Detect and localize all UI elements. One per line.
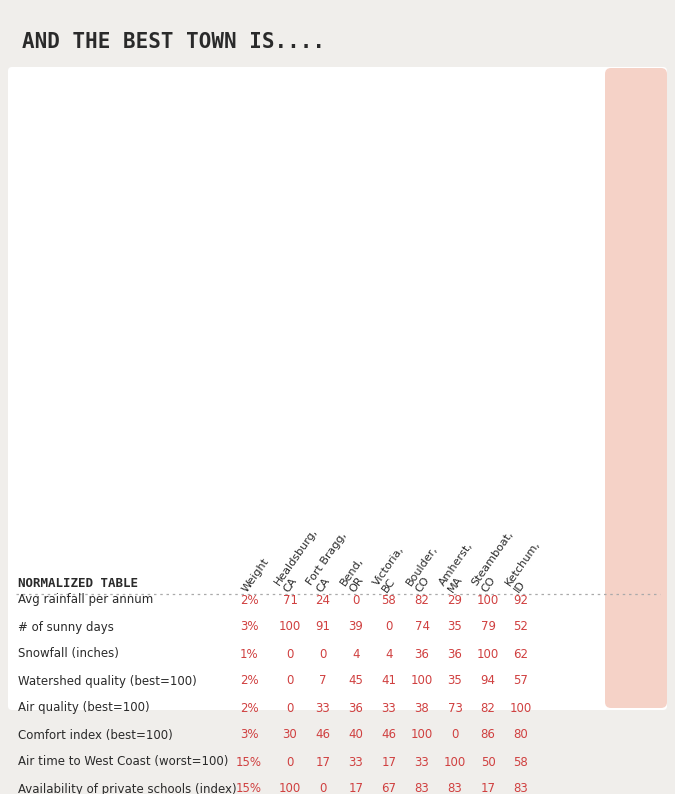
Text: 86: 86 — [481, 729, 495, 742]
Text: 0: 0 — [352, 593, 360, 607]
Text: 91: 91 — [315, 620, 331, 634]
Text: Avg rainfall per annum: Avg rainfall per annum — [18, 593, 153, 607]
Text: Watershed quality (best=100): Watershed quality (best=100) — [18, 674, 196, 688]
Text: NORMALIZED TABLE: NORMALIZED TABLE — [18, 577, 138, 590]
Text: 83: 83 — [414, 783, 429, 794]
Text: Fort Bragg,
CA: Fort Bragg, CA — [305, 530, 358, 594]
Text: 24: 24 — [315, 593, 331, 607]
Text: 36: 36 — [448, 647, 462, 661]
Text: 15%: 15% — [236, 756, 262, 769]
Text: 73: 73 — [448, 702, 462, 715]
Text: 36: 36 — [348, 702, 363, 715]
FancyBboxPatch shape — [8, 67, 667, 710]
Text: AND THE BEST TOWN IS....: AND THE BEST TOWN IS.... — [22, 32, 325, 52]
Text: 4: 4 — [352, 647, 360, 661]
Text: 0: 0 — [286, 674, 294, 688]
Text: 33: 33 — [348, 756, 363, 769]
Text: 100: 100 — [510, 702, 532, 715]
Text: 92: 92 — [514, 593, 529, 607]
Text: 0: 0 — [452, 729, 459, 742]
Text: 17: 17 — [348, 783, 364, 794]
Text: 57: 57 — [514, 674, 529, 688]
Text: 38: 38 — [414, 702, 429, 715]
Text: 41: 41 — [381, 674, 396, 688]
Text: 17: 17 — [315, 756, 331, 769]
Text: Healdsburg,
CA: Healdsburg, CA — [272, 526, 329, 594]
Text: 58: 58 — [514, 756, 529, 769]
Text: # of sunny days: # of sunny days — [18, 620, 114, 634]
Text: Comfort index (best=100): Comfort index (best=100) — [18, 729, 173, 742]
Text: 35: 35 — [448, 674, 462, 688]
Text: 33: 33 — [316, 702, 330, 715]
Text: 82: 82 — [414, 593, 429, 607]
Text: Snowfall (inches): Snowfall (inches) — [18, 647, 119, 661]
Text: 71: 71 — [283, 593, 298, 607]
Text: 100: 100 — [279, 620, 301, 634]
Text: 0: 0 — [385, 620, 393, 634]
Text: Boulder,
CO: Boulder, CO — [404, 543, 449, 594]
Text: 3%: 3% — [240, 620, 259, 634]
Text: 83: 83 — [448, 783, 462, 794]
Text: 4: 4 — [385, 647, 393, 661]
Text: Weight: Weight — [241, 557, 271, 594]
Text: 17: 17 — [381, 756, 396, 769]
Text: 7: 7 — [319, 674, 327, 688]
Text: 0: 0 — [319, 783, 327, 794]
Text: 100: 100 — [444, 756, 466, 769]
Text: 1%: 1% — [240, 647, 259, 661]
Text: 100: 100 — [279, 783, 301, 794]
Text: 0: 0 — [286, 702, 294, 715]
Text: 100: 100 — [477, 593, 499, 607]
Text: 79: 79 — [481, 620, 495, 634]
FancyBboxPatch shape — [605, 68, 667, 708]
Text: Availability of private schools (index): Availability of private schools (index) — [18, 783, 237, 794]
Text: 100: 100 — [411, 674, 433, 688]
Text: Victoria,
BC: Victoria, BC — [371, 544, 415, 594]
Text: 35: 35 — [448, 620, 462, 634]
Text: 58: 58 — [381, 593, 396, 607]
Text: 94: 94 — [481, 674, 495, 688]
Text: 0: 0 — [286, 647, 294, 661]
Text: 40: 40 — [348, 729, 363, 742]
Text: 52: 52 — [514, 620, 529, 634]
Text: 2%: 2% — [240, 593, 259, 607]
Text: 74: 74 — [414, 620, 429, 634]
Text: 83: 83 — [514, 783, 529, 794]
Text: 82: 82 — [481, 702, 495, 715]
Text: 45: 45 — [348, 674, 363, 688]
Text: 100: 100 — [411, 729, 433, 742]
Text: Steamboat,
CO: Steamboat, CO — [470, 529, 525, 594]
Text: 2%: 2% — [240, 702, 259, 715]
Text: 15%: 15% — [236, 783, 262, 794]
Text: Air time to West Coast (worst=100): Air time to West Coast (worst=100) — [18, 756, 228, 769]
Text: 29: 29 — [448, 593, 462, 607]
Text: 50: 50 — [481, 756, 495, 769]
Text: 2%: 2% — [240, 674, 259, 688]
Text: 67: 67 — [381, 783, 396, 794]
Text: Ketchum,
ID: Ketchum, ID — [504, 538, 551, 594]
Text: 80: 80 — [514, 729, 529, 742]
Text: 39: 39 — [348, 620, 363, 634]
Text: Air quality (best=100): Air quality (best=100) — [18, 702, 150, 715]
Text: 30: 30 — [283, 729, 298, 742]
Text: Bend,
OR: Bend, OR — [338, 555, 375, 594]
Text: 46: 46 — [315, 729, 331, 742]
Text: Amherst,
MA: Amherst, MA — [437, 540, 484, 594]
Text: 0: 0 — [319, 647, 327, 661]
Text: 62: 62 — [514, 647, 529, 661]
Text: 100: 100 — [477, 647, 499, 661]
Text: 33: 33 — [414, 756, 429, 769]
Text: 3%: 3% — [240, 729, 259, 742]
Text: 46: 46 — [381, 729, 396, 742]
Text: 33: 33 — [381, 702, 396, 715]
Text: 36: 36 — [414, 647, 429, 661]
Text: 17: 17 — [481, 783, 495, 794]
Text: 0: 0 — [286, 756, 294, 769]
